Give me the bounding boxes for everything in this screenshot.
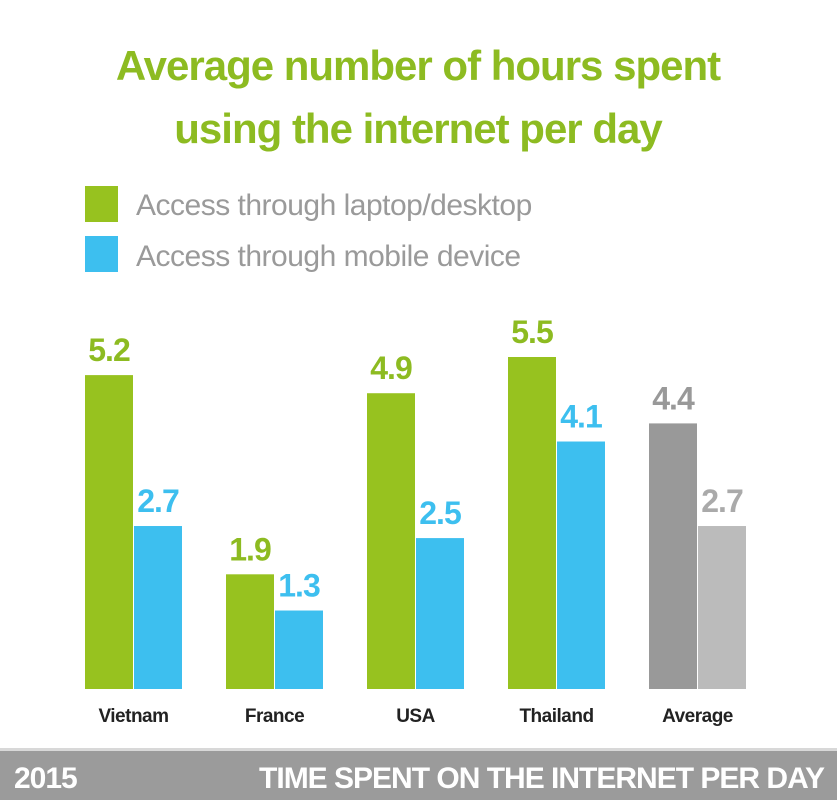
bar-usa-mobile — [416, 538, 464, 689]
bar-thailand-mobile — [557, 441, 605, 689]
footer-year: 2015 — [14, 762, 77, 795]
bar-thailand-laptop — [508, 357, 556, 689]
footer-band — [0, 751, 837, 800]
footer-divider — [0, 748, 837, 751]
chart-title-line-1: Average number of hours spent — [116, 42, 721, 89]
value-label-vietnam-laptop: 5.2 — [88, 332, 130, 368]
legend-swatch-laptop — [85, 186, 118, 222]
category-label-average: Average — [662, 706, 733, 727]
category-label-vietnam: Vietnam — [98, 706, 168, 727]
value-label-thailand-mobile: 4.1 — [560, 399, 602, 435]
bar-usa-laptop — [367, 393, 415, 689]
category-label-france: France — [245, 706, 304, 727]
value-label-vietnam-mobile: 2.7 — [137, 483, 179, 519]
bars-group: 5.2 2.7 Vietnam 1.91.3 France 4.9 2.5 USA 5.5 4.1… — [85, 314, 746, 727]
footer-caption: TIME SPENT ON THE INTERNET PER DAY — [259, 762, 825, 795]
value-label-usa-mobile: 2.5 — [419, 495, 461, 531]
bar-france-laptop — [226, 574, 274, 689]
category-label-thailand: Thailand — [519, 706, 593, 727]
value-label-thailand-laptop: 5.5 — [511, 314, 553, 350]
value-label-average-laptop: 4.4 — [652, 380, 695, 416]
category-label-usa: USA — [396, 706, 435, 727]
bar-vietnam-laptop — [85, 375, 133, 689]
value-label-average-mobile: 2.7 — [701, 483, 743, 519]
value-label-usa-laptop: 4.9 — [370, 350, 412, 386]
chart-title-line-2: using the internet per day — [174, 105, 663, 152]
value-label-france-mobile: 1.3 — [278, 568, 320, 604]
bar-average-laptop — [649, 423, 697, 689]
value-label-france-laptop: 1.9 — [229, 531, 271, 567]
bar-france-mobile — [275, 610, 323, 689]
bar-vietnam-mobile — [134, 526, 182, 689]
legend-label-laptop: Access through laptop/desktop — [136, 189, 532, 222]
legend-swatch-mobile — [85, 236, 118, 272]
legend-label-mobile: Access through mobile device — [136, 240, 521, 273]
bar-average-mobile — [698, 526, 746, 689]
